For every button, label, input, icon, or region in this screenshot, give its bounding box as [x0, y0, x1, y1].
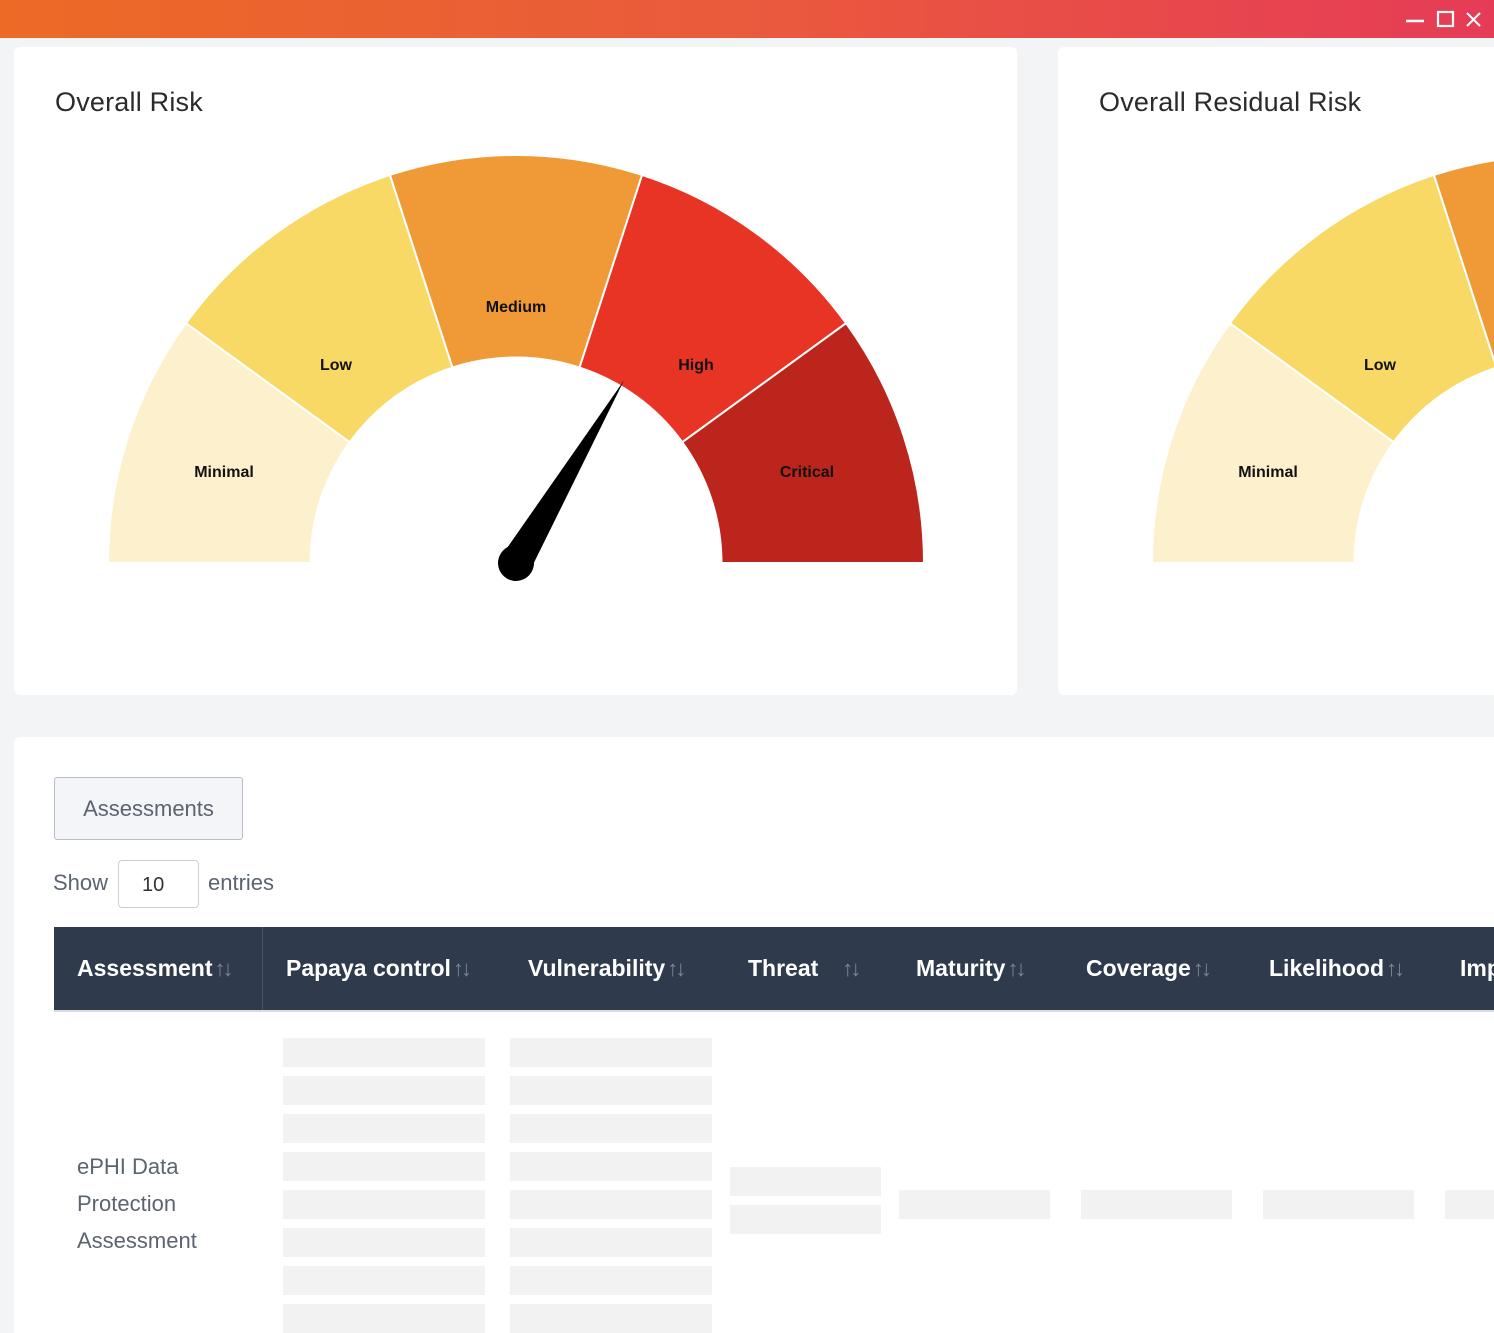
close-icon[interactable]	[1464, 9, 1484, 29]
gauge-label-critical: Critical	[780, 464, 834, 481]
gauge-segment-low	[184, 173, 454, 444]
overall-risk-card: Overall Risk Minimal Low Medium High Cri…	[14, 47, 1017, 695]
sort-icon: ↑↓	[667, 956, 686, 981]
th-vulnerability[interactable]: Vulnerability↑↓	[528, 955, 686, 981]
overall-residual-risk-title: Overall Residual Risk	[1099, 87, 1362, 117]
skeleton-placeholder	[510, 1266, 712, 1295]
sort-icon: ↑↓	[452, 956, 472, 981]
overall-risk-gauge: Minimal Low Medium High Critical	[106, 154, 926, 581]
gauge-label-medium: Medium	[486, 299, 546, 316]
skeleton-placeholder	[899, 1190, 1050, 1219]
overall-residual-risk-gauge: Minimal Low	[1150, 159, 1494, 564]
residual-label-low: Low	[1364, 357, 1397, 374]
skeleton-placeholder	[730, 1205, 881, 1234]
residual-segment-low	[1228, 173, 1494, 444]
residual-segment-medium	[1432, 159, 1494, 364]
gauge-needle	[498, 380, 624, 581]
minimize-icon[interactable]	[1405, 9, 1425, 29]
skeleton-placeholder	[730, 1167, 881, 1196]
skeleton-placeholder	[283, 1304, 485, 1333]
sort-icon: ↑↓	[842, 956, 861, 981]
sort-icon: ↑↓	[1386, 956, 1405, 981]
sort-icon: ↑↓	[214, 956, 234, 981]
maximize-icon[interactable]	[1436, 9, 1456, 29]
gauge-label-low: Low	[320, 357, 353, 374]
skeleton-placeholder	[510, 1304, 712, 1333]
skeleton-placeholder	[1445, 1190, 1494, 1219]
gauge-segment-medium	[388, 154, 644, 369]
show-label: Show	[53, 870, 109, 895]
sort-icon: ↑↓	[1192, 956, 1212, 981]
gauge-label-minimal: Minimal	[194, 464, 254, 481]
gauge-label-high: High	[678, 357, 714, 374]
entries-per-page-select[interactable]: 10	[118, 860, 199, 908]
skeleton-placeholder	[510, 1038, 712, 1067]
th-assessment[interactable]: Assessment↑↓	[77, 955, 234, 981]
skeleton-placeholder	[283, 1152, 485, 1181]
entries-label: entries	[208, 870, 275, 895]
sort-icon: ↑↓	[1007, 956, 1026, 981]
skeleton-placeholder	[510, 1228, 712, 1257]
skeleton-placeholder	[283, 1190, 485, 1219]
residual-segment-minimal	[1150, 321, 1396, 564]
window-titlebar	[0, 0, 1494, 38]
th-impact[interactable]: Imp	[1460, 955, 1494, 981]
skeleton-placeholder	[283, 1038, 485, 1067]
skeleton-placeholder	[510, 1076, 712, 1105]
th-papaya-control[interactable]: Papaya control↑↓	[286, 955, 472, 981]
header-divider	[262, 927, 263, 1010]
skeleton-placeholder	[510, 1152, 712, 1181]
th-maturity[interactable]: Maturity↑↓	[916, 955, 1026, 981]
skeleton-placeholder	[283, 1266, 485, 1295]
skeleton-placeholder	[1263, 1190, 1414, 1219]
skeleton-placeholder	[510, 1114, 712, 1143]
skeleton-placeholder	[1081, 1190, 1232, 1219]
table-cell-assessment: ePHI Data Protection Assessment	[77, 1154, 197, 1253]
overall-residual-risk-card: Overall Residual Risk Minimal Low	[1058, 47, 1494, 695]
th-coverage[interactable]: Coverage↑↓	[1086, 955, 1212, 981]
overall-risk-title: Overall Risk	[55, 87, 203, 117]
th-threat[interactable]: Threat ↑↓	[748, 955, 861, 981]
skeleton-placeholder	[283, 1114, 485, 1143]
residual-label-minimal: Minimal	[1238, 464, 1298, 481]
gauge-segment-critical	[680, 321, 926, 564]
skeleton-placeholder	[283, 1228, 485, 1257]
gauge-segment-minimal	[106, 321, 352, 564]
assessments-button[interactable]: Assessments	[54, 777, 243, 840]
skeleton-placeholder	[283, 1076, 485, 1105]
th-likelihood[interactable]: Likelihood↑↓	[1269, 955, 1405, 981]
gauge-segment-high	[578, 173, 848, 444]
table-header: Assessment↑↓ Papaya control↑↓ Vulnerabil…	[54, 927, 1494, 1012]
skeleton-placeholder	[510, 1190, 712, 1219]
